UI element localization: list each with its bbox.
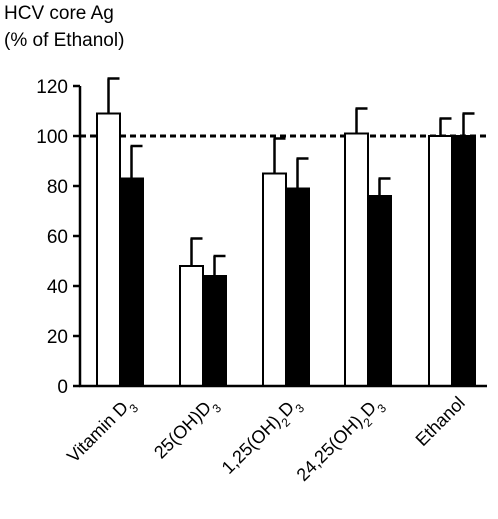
y-axis-title-line-1: HCV core Ag <box>4 3 114 24</box>
label-part: 24,25(OH) <box>293 411 367 485</box>
y-tick-label-80: 80 <box>47 177 68 198</box>
label-part: 25(OH)D <box>150 397 215 462</box>
label-part: 1,25(OH) <box>218 411 284 477</box>
bar-series-1-5 <box>428 135 453 387</box>
bar-series-2-4 <box>367 195 392 387</box>
bar-series-1-1 <box>96 112 121 387</box>
bar-series-1-2 <box>179 265 204 387</box>
bar-series-1-4 <box>344 132 369 387</box>
label-part: Vitamin D <box>63 397 132 466</box>
plot-area <box>80 77 487 387</box>
x-category-label-4: 24,25(OH)2D3 <box>293 392 390 489</box>
y-tick-label-20: 20 <box>47 327 68 348</box>
x-axis: Vitamin D3 25(OH)D31,25(OH)2D324,25(OH)2D… <box>63 384 487 489</box>
bar-series-2-3 <box>285 187 310 387</box>
y-tick-label-120: 120 <box>36 77 68 98</box>
y-tick-label-40: 40 <box>47 277 68 298</box>
y-tick-label-100: 100 <box>36 127 68 148</box>
bar-series-2-1 <box>119 177 144 387</box>
label-part: Ethanol <box>412 393 469 450</box>
y-axis: 0 20 40 60 80 100 120 <box>36 77 82 398</box>
x-category-label-2: 25(OH)D3 <box>150 392 224 466</box>
bar-series-1-3 <box>262 172 287 387</box>
x-category-label-1: Vitamin D3 <box>63 392 141 470</box>
y-tick-label-0: 0 <box>57 377 68 398</box>
y-axis-title: HCV core Ag (% of Ethanol) <box>4 3 124 51</box>
x-category-label-5: Ethanol <box>412 393 469 450</box>
bar-series-2-2 <box>202 275 227 387</box>
y-axis-title-line-2: (% of Ethanol) <box>4 30 124 51</box>
y-tick-label-60: 60 <box>47 227 68 248</box>
bar-series-2-5 <box>451 135 476 387</box>
